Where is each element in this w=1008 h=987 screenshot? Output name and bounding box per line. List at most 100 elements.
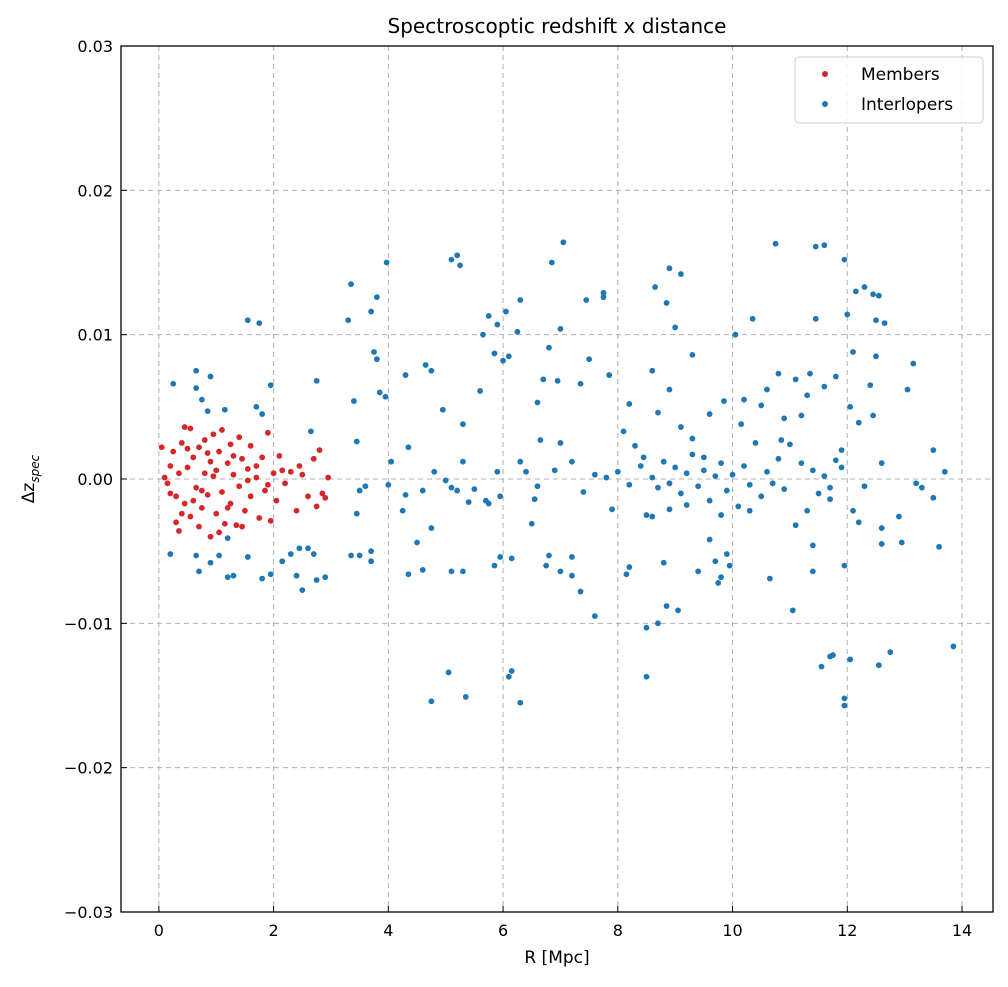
point-interlopers <box>371 349 377 355</box>
point-interlopers <box>712 473 719 480</box>
point-members <box>219 489 225 495</box>
point-interlopers <box>732 331 739 338</box>
point-interlopers <box>204 408 211 415</box>
point-interlopers <box>950 643 957 650</box>
point-members <box>244 477 251 484</box>
point-members <box>207 533 214 540</box>
point-interlopers <box>746 481 753 488</box>
point-interlopers <box>554 377 561 384</box>
point-interlopers <box>623 571 630 578</box>
point-interlopers <box>689 451 696 458</box>
point-members <box>170 448 177 455</box>
point-interlopers <box>827 484 833 491</box>
point-interlopers <box>772 240 779 247</box>
point-interlopers <box>557 568 564 575</box>
point-interlopers <box>376 389 383 396</box>
point-interlopers <box>841 256 848 263</box>
point-interlopers <box>448 256 455 263</box>
point-members <box>216 448 223 455</box>
point-members <box>161 474 168 481</box>
point-interlopers <box>861 483 868 490</box>
point-members <box>204 491 211 498</box>
point-interlopers <box>769 480 776 487</box>
point-members <box>184 445 191 452</box>
point-interlopers <box>735 503 742 510</box>
point-interlopers <box>523 468 529 475</box>
point-interlopers <box>861 284 868 290</box>
point-members <box>196 444 202 451</box>
point-members <box>167 490 174 497</box>
point-members <box>190 497 197 504</box>
point-members <box>279 467 286 474</box>
point-members <box>282 480 288 487</box>
point-members <box>173 519 179 526</box>
point-interlopers <box>348 552 354 559</box>
point-members <box>173 493 179 500</box>
point-members <box>273 497 280 504</box>
point-members <box>198 487 205 494</box>
point-interlopers <box>259 411 266 417</box>
point-interlopers <box>480 331 486 338</box>
x-tick-label: 0 <box>154 921 164 940</box>
point-interlopers <box>439 406 446 413</box>
point-interlopers <box>419 487 426 494</box>
point-interlopers <box>741 463 747 469</box>
point-interlopers <box>678 490 684 497</box>
point-interlopers <box>216 552 223 559</box>
point-interlopers <box>224 574 231 581</box>
point-interlopers <box>652 284 658 290</box>
point-interlopers <box>913 480 920 487</box>
point-members <box>210 473 217 480</box>
point-interlopers <box>764 468 770 475</box>
point-interlopers <box>577 588 584 595</box>
point-interlopers <box>373 294 380 301</box>
point-interlopers <box>310 551 317 557</box>
point-interlopers <box>207 373 214 380</box>
point-interlopers <box>193 552 200 559</box>
point-members <box>319 490 326 497</box>
point-members <box>196 523 202 530</box>
point-interlopers <box>821 383 828 390</box>
point-interlopers <box>569 572 575 579</box>
x-tick-label: 4 <box>383 921 393 940</box>
point-interlopers <box>368 308 375 315</box>
point-interlopers <box>798 412 805 419</box>
point-interlopers <box>660 458 667 465</box>
point-interlopers <box>904 386 911 393</box>
point-interlopers <box>448 568 455 575</box>
point-interlopers <box>428 698 435 705</box>
point-interlopers <box>812 315 819 322</box>
point-interlopers <box>293 572 300 579</box>
point-members <box>293 507 300 514</box>
point-interlopers <box>815 490 822 497</box>
point-interlopers <box>491 350 498 357</box>
point-interlopers <box>353 438 360 445</box>
y-tick-label: −0.03 <box>64 903 113 922</box>
point-interlopers <box>196 568 202 575</box>
point-interlopers <box>362 483 369 490</box>
point-interlopers <box>875 292 882 299</box>
point-interlopers <box>758 402 765 409</box>
point-members <box>267 517 274 524</box>
point-interlopers <box>821 473 828 480</box>
point-interlopers <box>764 386 770 393</box>
point-members <box>247 493 254 500</box>
point-interlopers <box>603 474 610 481</box>
point-members <box>201 437 208 443</box>
point-interlopers <box>580 489 587 495</box>
point-interlopers <box>614 468 621 475</box>
point-interlopers <box>930 494 937 501</box>
point-interlopers <box>253 403 260 410</box>
point-interlopers <box>723 487 730 494</box>
point-interlopers <box>718 574 724 581</box>
point-interlopers <box>482 497 489 504</box>
point-members <box>204 450 211 456</box>
point-interlopers <box>741 396 747 403</box>
point-interlopers <box>738 421 745 428</box>
point-interlopers <box>787 441 793 448</box>
point-interlopers <box>804 507 811 514</box>
point-interlopers <box>941 468 948 475</box>
point-interlopers <box>847 656 854 663</box>
point-members <box>296 463 303 469</box>
